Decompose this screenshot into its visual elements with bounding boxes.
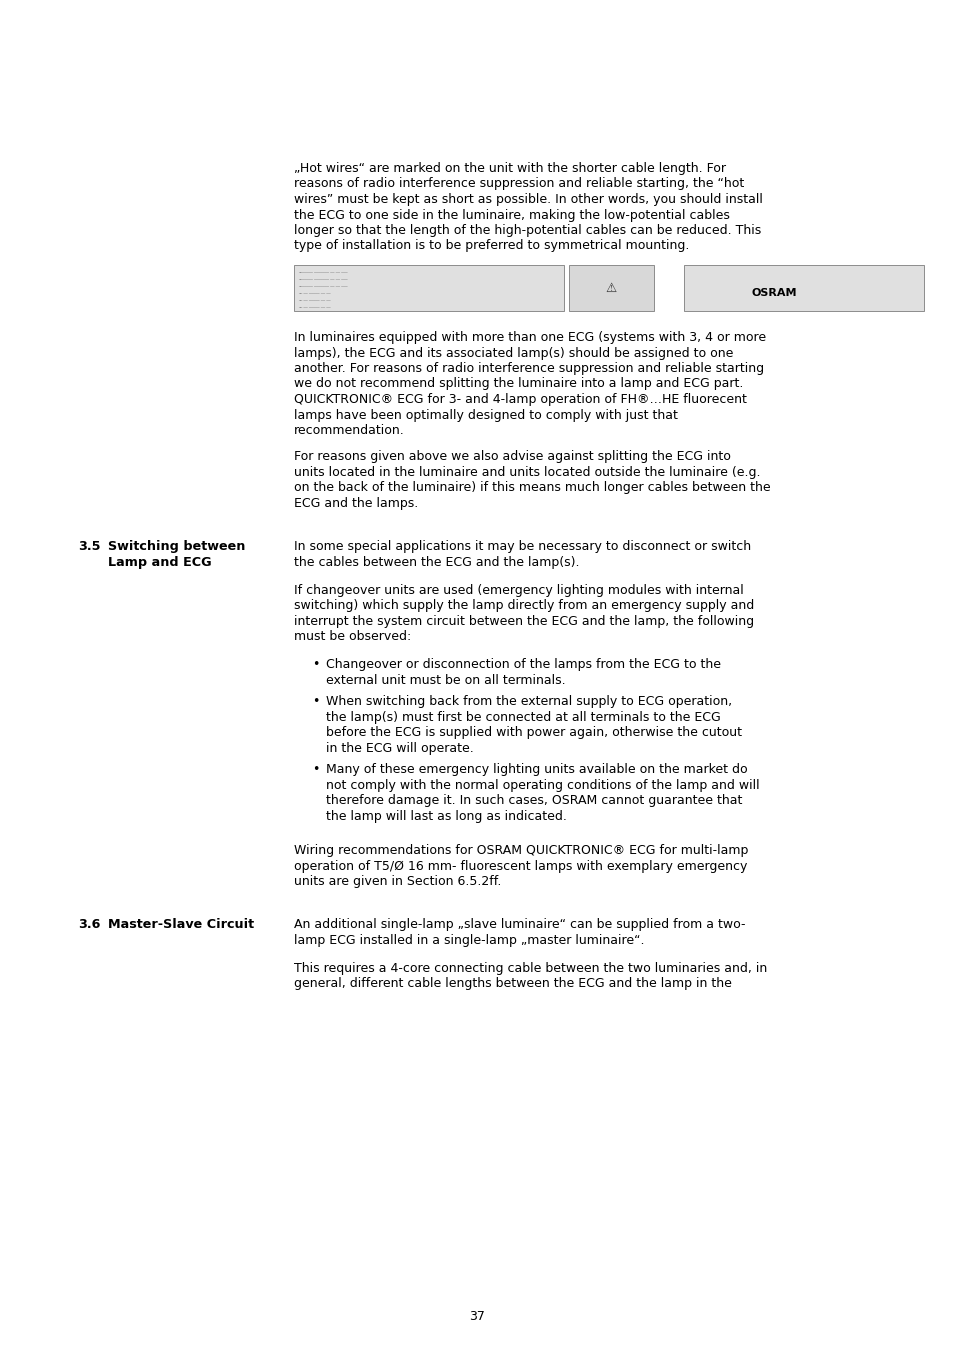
Text: •: • [312,658,319,671]
Text: __ __ _____ __ __: __ __ _____ __ __ [297,303,331,307]
Text: units located in the luminaire and units located outside the luminaire (e.g.: units located in the luminaire and units… [294,466,760,478]
Text: must be observed:: must be observed: [294,630,411,643]
Text: 3.6: 3.6 [78,919,100,931]
Text: operation of T5/Ø 16 mm- fluorescent lamps with exemplary emergency: operation of T5/Ø 16 mm- fluorescent lam… [294,859,746,873]
Text: the lamp will last as long as indicated.: the lamp will last as long as indicated. [326,811,566,823]
Text: In luminaires equipped with more than one ECG (systems with 3, 4 or more: In luminaires equipped with more than on… [294,331,765,345]
Text: •: • [312,763,319,777]
Text: 37: 37 [469,1310,484,1323]
Text: not comply with the normal operating conditions of the lamp and will: not comply with the normal operating con… [326,780,759,792]
Text: Wiring recommendations for OSRAM QUICKTRONIC® ECG for multi-lamp: Wiring recommendations for OSRAM QUICKTR… [294,844,747,857]
Text: type of installation is to be preferred to symmetrical mounting.: type of installation is to be preferred … [294,239,689,253]
Text: units are given in Section 6.5.2ff.: units are given in Section 6.5.2ff. [294,875,501,888]
Text: „Hot wires“ are marked on the unit with the shorter cable length. For: „Hot wires“ are marked on the unit with … [294,162,725,176]
Text: lamps), the ECG and its associated lamp(s) should be assigned to one: lamps), the ECG and its associated lamp(… [294,346,733,359]
Text: the cables between the ECG and the lamp(s).: the cables between the ECG and the lamp(… [294,555,578,569]
Text: wires” must be kept as short as possible. In other words, you should install: wires” must be kept as short as possible… [294,193,762,205]
Text: we do not recommend splitting the luminaire into a lamp and ECG part.: we do not recommend splitting the lumina… [294,377,742,390]
Text: before the ECG is supplied with power again, otherwise the cutout: before the ECG is supplied with power ag… [326,727,741,739]
Text: If changeover units are used (emergency lighting modules with internal: If changeover units are used (emergency … [294,584,743,597]
Text: external unit must be on all terminals.: external unit must be on all terminals. [326,674,565,686]
Text: lamp ECG installed in a single-lamp „master luminaire“.: lamp ECG installed in a single-lamp „mas… [294,934,644,947]
Text: _______ _______ __ __ ___: _______ _______ __ __ ___ [297,267,347,272]
Text: therefore damage it. In such cases, OSRAM cannot guarantee that: therefore damage it. In such cases, OSRA… [326,794,741,808]
Text: __ __ _____ __ __: __ __ _____ __ __ [297,296,331,300]
Text: This requires a 4-core connecting cable between the two luminaries and, in: This requires a 4-core connecting cable … [294,962,766,975]
Text: An additional single-lamp „slave luminaire“ can be supplied from a two-: An additional single-lamp „slave luminai… [294,919,744,931]
Text: 3.5: 3.5 [78,540,100,554]
Text: When switching back from the external supply to ECG operation,: When switching back from the external su… [326,696,731,708]
Text: •: • [312,696,319,708]
Text: Lamp and ECG: Lamp and ECG [108,555,212,569]
Text: Many of these emergency lighting units available on the market do: Many of these emergency lighting units a… [326,763,747,777]
Bar [683,265,923,311]
Text: interrupt the system circuit between the ECG and the lamp, the following: interrupt the system circuit between the… [294,615,753,628]
Text: Switching between: Switching between [108,540,245,554]
Text: Changeover or disconnection of the lamps from the ECG to the: Changeover or disconnection of the lamps… [326,658,720,671]
Text: Master-Slave Circuit: Master-Slave Circuit [108,919,253,931]
Text: ⚠: ⚠ [605,281,616,295]
Bar [294,265,563,311]
Text: the lamp(s) must first be connected at all terminals to the ECG: the lamp(s) must first be connected at a… [326,711,720,724]
Text: on the back of the luminaire) if this means much longer cables between the: on the back of the luminaire) if this me… [294,481,770,494]
Text: longer so that the length of the high-potential cables can be reduced. This: longer so that the length of the high-po… [294,224,760,236]
Text: QUICKTRONIC® ECG for 3- and 4-lamp operation of FH®…HE fluorecent: QUICKTRONIC® ECG for 3- and 4-lamp opera… [294,393,746,407]
Text: OSRAM: OSRAM [750,288,796,299]
Text: general, different cable lengths between the ECG and the lamp in the: general, different cable lengths between… [294,977,731,990]
Text: _______ _______ __ __ ___: _______ _______ __ __ ___ [297,276,347,280]
Text: switching) which supply the lamp directly from an emergency supply and: switching) which supply the lamp directl… [294,598,754,612]
Text: In some special applications it may be necessary to disconnect or switch: In some special applications it may be n… [294,540,750,554]
Text: another. For reasons of radio interference suppression and reliable starting: another. For reasons of radio interferen… [294,362,763,376]
Text: the ECG to one side in the luminaire, making the low-potential cables: the ECG to one side in the luminaire, ma… [294,208,729,222]
Text: in the ECG will operate.: in the ECG will operate. [326,742,474,755]
Text: reasons of radio interference suppression and reliable starting, the “hot: reasons of radio interference suppressio… [294,177,743,190]
Text: __ __ _____ __ __: __ __ _____ __ __ [297,289,331,293]
Text: lamps have been optimally designed to comply with just that: lamps have been optimally designed to co… [294,408,678,422]
Text: _______ _______ __ __ ___: _______ _______ __ __ ___ [297,282,347,286]
Text: ECG and the lamps.: ECG and the lamps. [294,497,417,509]
Bar [568,265,654,311]
Text: For reasons given above we also advise against splitting the ECG into: For reasons given above we also advise a… [294,450,730,463]
Text: recommendation.: recommendation. [294,424,404,436]
